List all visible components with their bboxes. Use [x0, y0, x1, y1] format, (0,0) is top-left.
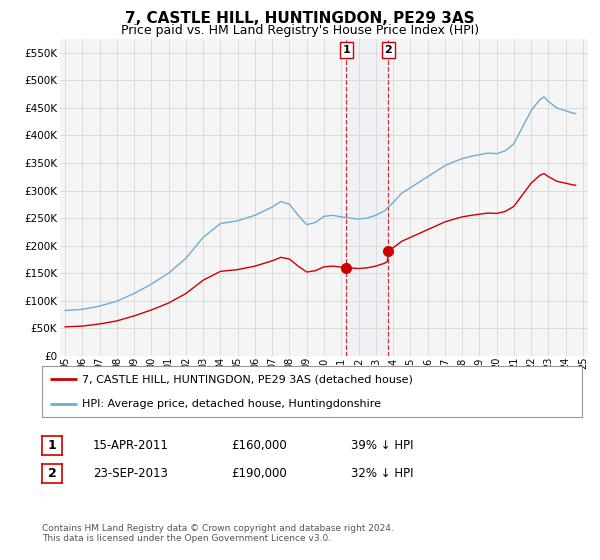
Text: 1: 1 — [343, 45, 350, 55]
Text: 32% ↓ HPI: 32% ↓ HPI — [351, 466, 413, 480]
Bar — [346, 39, 388, 356]
Text: 7, CASTLE HILL, HUNTINGDON, PE29 3AS (detached house): 7, CASTLE HILL, HUNTINGDON, PE29 3AS (de… — [83, 374, 413, 384]
Text: £160,000: £160,000 — [231, 438, 287, 452]
Text: HPI: Average price, detached house, Huntingdonshire: HPI: Average price, detached house, Hunt… — [83, 399, 382, 409]
Text: Contains HM Land Registry data © Crown copyright and database right 2024.
This d: Contains HM Land Registry data © Crown c… — [42, 524, 394, 543]
Text: 1: 1 — [47, 438, 56, 452]
Text: 2: 2 — [385, 45, 392, 55]
Text: 2: 2 — [47, 466, 56, 480]
Text: 39% ↓ HPI: 39% ↓ HPI — [351, 438, 413, 452]
Text: Price paid vs. HM Land Registry's House Price Index (HPI): Price paid vs. HM Land Registry's House … — [121, 24, 479, 36]
Text: £190,000: £190,000 — [231, 466, 287, 480]
Text: 23-SEP-2013: 23-SEP-2013 — [93, 466, 168, 480]
Text: 15-APR-2011: 15-APR-2011 — [93, 438, 169, 452]
Text: 7, CASTLE HILL, HUNTINGDON, PE29 3AS: 7, CASTLE HILL, HUNTINGDON, PE29 3AS — [125, 11, 475, 26]
